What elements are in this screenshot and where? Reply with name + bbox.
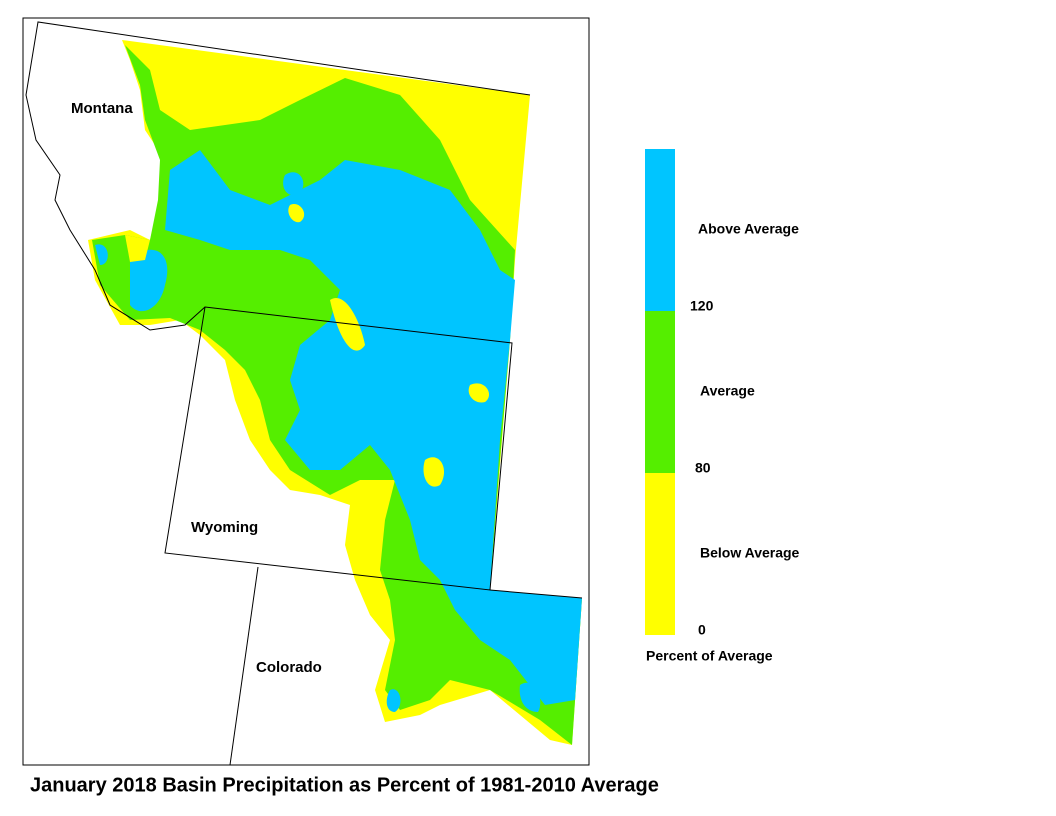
state-borders bbox=[25, 21, 583, 766]
legend-swatch bbox=[645, 473, 675, 635]
legend-title: Percent of Average bbox=[646, 648, 773, 664]
precip-region bbox=[95, 244, 108, 265]
state-label: Montana bbox=[71, 100, 133, 117]
precip-region bbox=[130, 249, 168, 312]
legend-tick-label: 0 bbox=[698, 622, 706, 638]
colorado-border bbox=[489, 589, 583, 599]
precip-regions bbox=[88, 40, 582, 745]
state-label: Wyoming bbox=[191, 519, 258, 536]
legend: Below Average Average Above Average 0 80 120 bbox=[645, 149, 800, 638]
legend-class-label: Average bbox=[700, 383, 755, 399]
legend-tick-label: 80 bbox=[695, 460, 711, 476]
precip-region bbox=[330, 298, 365, 351]
map-title: January 2018 Basin Precipitation as Perc… bbox=[30, 774, 659, 796]
legend-tick-label: 120 bbox=[690, 298, 714, 314]
precip-region bbox=[125, 235, 150, 262]
precip-region bbox=[468, 383, 490, 403]
precip-region bbox=[288, 203, 305, 223]
precip-region bbox=[423, 457, 445, 487]
legend-swatch bbox=[645, 311, 675, 473]
colorado-border bbox=[229, 566, 259, 766]
precip-region bbox=[519, 682, 541, 712]
legend-class-label: Below Average bbox=[700, 545, 800, 561]
legend-swatch bbox=[645, 149, 675, 311]
precip-region bbox=[165, 150, 582, 705]
legend-class-label: Above Average bbox=[698, 221, 799, 237]
precip-region bbox=[283, 172, 304, 196]
montana-border bbox=[25, 21, 531, 331]
state-label: Colorado bbox=[256, 659, 322, 676]
precip-region bbox=[386, 689, 401, 712]
